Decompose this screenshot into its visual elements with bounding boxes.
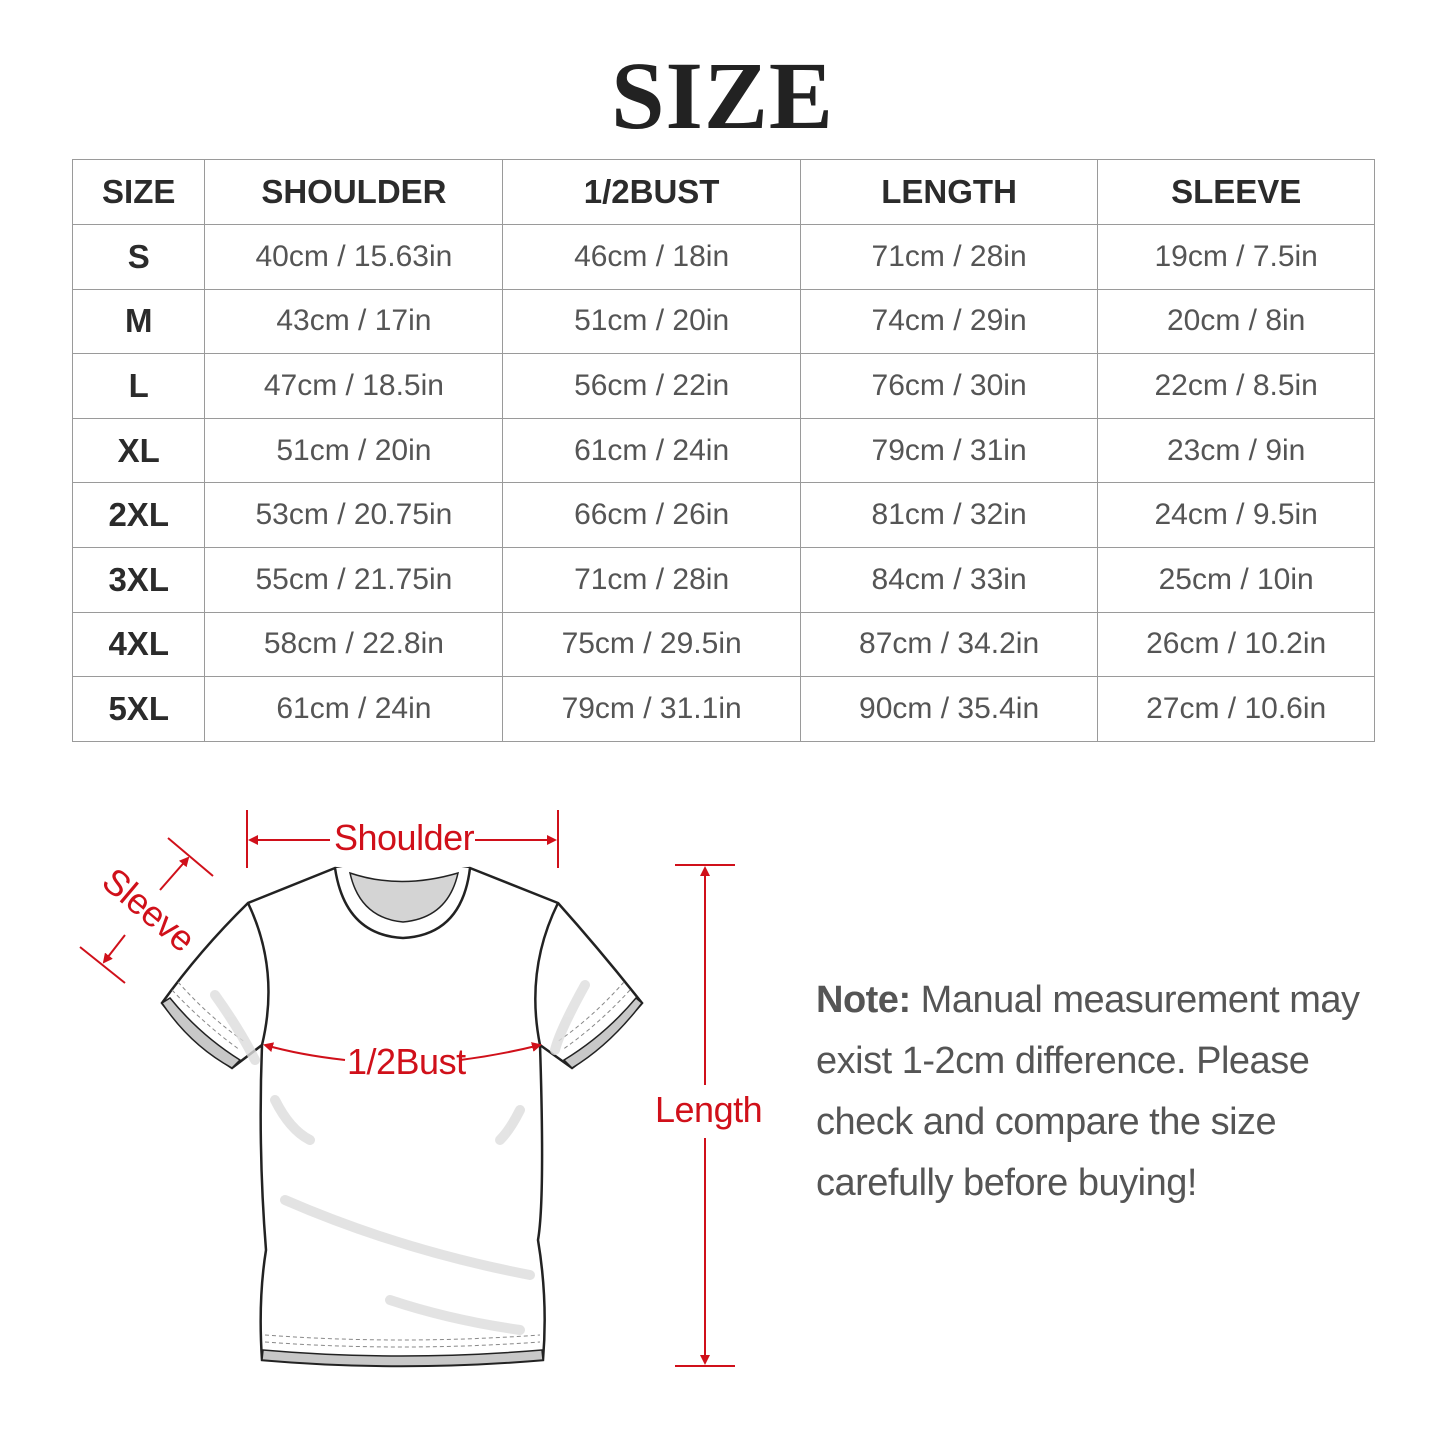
table-row: 5XL 61cm / 24in 79cm / 31.1in 90cm / 35.4in… [71,676,1375,742]
measurement-cell: 51cm / 20in [502,288,801,355]
column-header: LENGTH [799,159,1099,225]
measurement-cell: 22cm / 8.5in [1097,353,1375,419]
measurement-cell: 76cm / 30in [799,353,1099,419]
measurement-cell: 55cm / 21.75in [204,546,504,613]
page-title: SIZE [611,42,834,149]
size-cell: 4XL [71,611,206,678]
tshirt-outline [160,866,644,1368]
size-cell: 3XL [71,546,206,613]
measurement-cell: 51cm / 20in [204,417,504,484]
measurement-cell: 71cm / 28in [502,546,801,613]
measurement-cell: 81cm / 32in [799,482,1099,548]
measurement-cell: 79cm / 31.1in [502,676,801,742]
measurement-cell: 27cm / 10.6in [1097,676,1375,742]
length-label: Length [655,1089,763,1130]
measurement-cell: 84cm / 33in [799,546,1099,613]
measurement-cell: 90cm / 35.4in [799,676,1099,742]
size-cell: 5XL [71,676,206,742]
size-cell: S [71,224,206,290]
table-row: M 43cm / 17in 51cm / 20in 74cm / 29in 20cm /… [71,288,1375,355]
table-row: L 47cm / 18.5in 56cm / 22in 76cm / 30in 22cm… [71,353,1375,419]
column-header: SHOULDER [204,159,504,225]
measurement-cell: 66cm / 26in [502,482,801,548]
measurement-cell: 24cm / 9.5in [1097,482,1375,548]
measurement-cell: 56cm / 22in [502,353,801,419]
measurement-lines [79,810,735,1367]
measurement-cell: 46cm / 18in [502,224,801,290]
measurement-cell: 58cm / 22.8in [204,611,504,678]
bust-label: 1/2Bust [347,1041,466,1082]
column-header: 1/2BUST [502,159,801,225]
column-header: SIZE [71,159,206,225]
measurement-cell: 23cm / 9in [1097,417,1375,484]
table-row: S 40cm / 15.63in 46cm / 18in 71cm / 28in 19c… [71,224,1375,290]
size-cell: 2XL [71,482,206,548]
shoulder-label: Shoulder [334,817,475,858]
note-text: Note: Manual measurement may exist 1-2cm… [816,970,1396,1214]
measurement-cell: 26cm / 10.2in [1097,611,1375,678]
table-row: XL 51cm / 20in 61cm / 24in 79cm / 31in 23cm … [71,417,1375,484]
measurement-cell: 43cm / 17in [204,288,504,355]
table-row: 3XL 55cm / 21.75in 71cm / 28in 84cm / 33in 2… [71,546,1375,613]
note-body: Manual measurement may exist 1-2cm diffe… [816,979,1360,1204]
measurement-cell: 75cm / 29.5in [502,611,801,678]
measurement-cell: 61cm / 24in [502,417,801,484]
measurement-cell: 53cm / 20.75in [204,482,504,548]
measurement-cell: 40cm / 15.63in [204,224,504,290]
measurement-cell: 74cm / 29in [799,288,1099,355]
measurement-cell: 20cm / 8in [1097,288,1375,355]
measurement-cell: 19cm / 7.5in [1097,224,1375,290]
measurement-cell: 47cm / 18.5in [204,353,504,419]
table-header-row: SIZE SHOULDER 1/2BUST LENGTH SLEEVE [71,159,1375,225]
size-cell: L [71,353,206,419]
note-label: Note: [816,979,911,1021]
measurement-cell: 79cm / 31in [799,417,1099,484]
table-row: 2XL 53cm / 20.75in 66cm / 26in 81cm / 32in 2… [71,482,1375,548]
size-cell: M [71,288,206,355]
measurement-cell: 25cm / 10in [1097,546,1375,613]
column-header: SLEEVE [1097,159,1375,225]
measurement-cell: 61cm / 24in [204,676,504,742]
size-table: SIZE SHOULDER 1/2BUST LENGTH SLEEVE S 40cm / … [71,159,1375,742]
